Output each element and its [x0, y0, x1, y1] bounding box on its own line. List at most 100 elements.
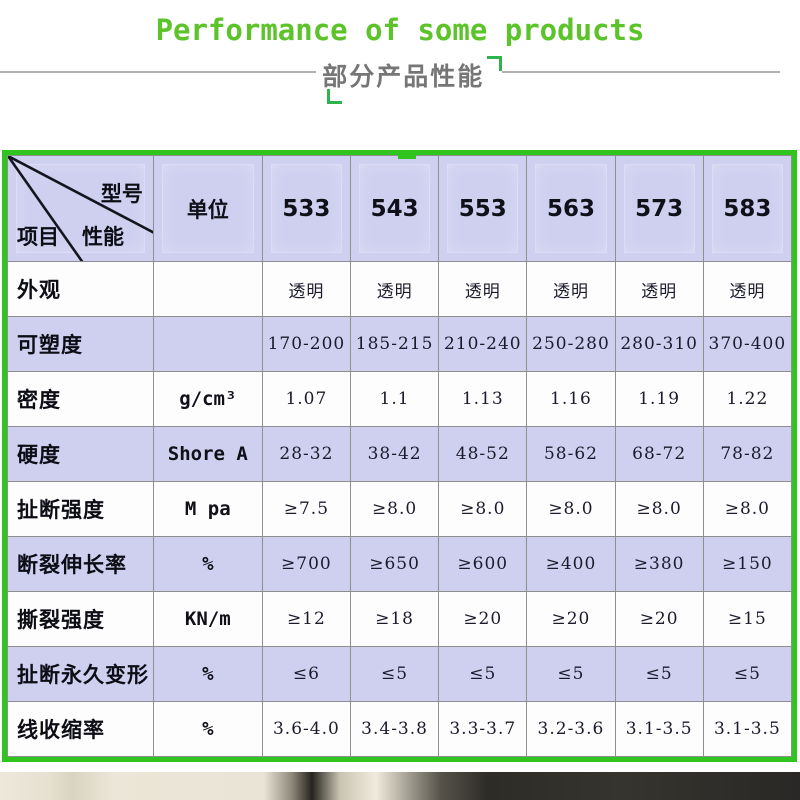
- table-row: 硬度 Shore A 28-32 38-42 48-52 58-62 68-72 78-82: [7, 426, 793, 482]
- value-cell: ≥650: [349, 536, 440, 592]
- corner-label-item: 项目: [17, 225, 59, 249]
- value-cell: ≥12: [261, 591, 351, 647]
- corner-label-model: 型号: [100, 182, 143, 206]
- table-row: 撕裂强度 KN/m ≥12 ≥18 ≥20 ≥20 ≥20 ≥15: [7, 591, 793, 647]
- performance-table-grid: 型号 性能 项目 单位 533 543 553 563 573 583 外观 透明 透明 透明透…: [7, 155, 793, 757]
- table-row: 可塑度 170-200 185-215 210-240 250-280 280-310 37…: [7, 316, 793, 372]
- performance-table: 型号 性能 项目 单位 533 543 553 563 573 583 外观 透明 透明 透明透…: [2, 150, 797, 762]
- value-cell: ≥700: [261, 536, 351, 592]
- unit-cell: [152, 261, 263, 317]
- value-cell: 1.07: [261, 371, 351, 427]
- value-cell: ≤5: [438, 646, 528, 702]
- unit-cell: Shore A: [152, 426, 263, 482]
- subtitle-divider-left: [0, 71, 316, 73]
- value-cell: 透明: [261, 261, 351, 317]
- value-cell: 210-240: [438, 316, 528, 372]
- value-cell: ≥18: [349, 591, 440, 647]
- model-header-533: 533: [261, 155, 351, 262]
- value-cell: 3.2-3.6: [526, 701, 616, 757]
- value-cell: 1.22: [702, 371, 793, 427]
- table-row: 外观 透明 透明 透明 透明 透明 透明: [7, 261, 793, 317]
- model-header-563: 563: [526, 155, 616, 262]
- value-cell: 3.1-3.5: [702, 701, 793, 757]
- model-header-573: 573: [614, 155, 704, 262]
- value-cell: 透明: [526, 261, 616, 317]
- unit-column-header: 单位: [152, 155, 263, 262]
- page-subtitle: 部分产品性能: [322, 62, 485, 91]
- unit-cell: g/cm³: [152, 371, 263, 427]
- value-cell: ≥20: [438, 591, 528, 647]
- row-label-cell: 可塑度: [7, 316, 154, 372]
- value-cell: 3.4-3.8: [349, 701, 440, 757]
- value-cell: 170-200: [261, 316, 351, 372]
- value-cell: 48-52: [438, 426, 528, 482]
- table-row: 线收缩率% 3.6-4.0 3.4-3.8 3.3-3.7 3.2-3.6 3.1-3.5…: [7, 701, 793, 757]
- value-cell: ≤6: [261, 646, 351, 702]
- performance-table-body: 外观 透明 透明 透明 透明 透明 透明 可塑度 170-200 185-215 210-240 25…: [7, 261, 793, 757]
- value-cell: 1.13: [438, 371, 528, 427]
- table-top-tab-icon: [398, 153, 416, 159]
- value-cell: ≥20: [614, 591, 704, 647]
- value-cell: 透明: [614, 261, 704, 317]
- unit-cell: M pa: [152, 481, 263, 537]
- corner-bracket-bottom-left-icon: [327, 89, 342, 104]
- value-cell: ≥8.0: [702, 481, 793, 537]
- value-cell: 280-310: [614, 316, 704, 372]
- value-cell: 1.19: [614, 371, 704, 427]
- unit-cell: [152, 316, 263, 372]
- value-cell: ≥150: [702, 536, 793, 592]
- row-label-cell: 外观: [7, 261, 154, 317]
- value-cell: 3.6-4.0: [261, 701, 351, 757]
- value-cell: 68-72: [614, 426, 704, 482]
- value-cell: ≥7.5: [261, 481, 351, 537]
- row-label-cell: 密度: [7, 371, 154, 427]
- value-cell: ≥8.0: [614, 481, 704, 537]
- value-cell: 1.1: [349, 371, 440, 427]
- value-cell: 38-42: [349, 426, 440, 482]
- value-cell: ≤5: [349, 646, 440, 702]
- value-cell: ≥8.0: [438, 481, 528, 537]
- value-cell: 透明: [702, 261, 793, 317]
- table-row: 密度 g/cm³ 1.07 1.1 1.13 1.16 1.19 1.22: [7, 371, 793, 427]
- row-label-cell: 断裂伸长率: [7, 536, 154, 592]
- product-photo-strip: [0, 772, 800, 800]
- value-cell: 透明: [438, 261, 528, 317]
- value-cell: 28-32: [261, 426, 351, 482]
- row-label-cell: 线收缩率: [7, 701, 154, 757]
- value-cell: ≤5: [702, 646, 793, 702]
- value-cell: 370-400: [702, 316, 793, 372]
- row-label-cell: 扯断永久变形: [7, 646, 154, 702]
- table-row: 断裂伸长率% ≥700 ≥650 ≥600 ≥400 ≥380 ≥150: [7, 536, 793, 592]
- unit-cell: %: [152, 536, 263, 592]
- subtitle-divider-right: [502, 71, 780, 73]
- model-header-553: 553: [438, 155, 528, 262]
- value-cell: ≥8.0: [526, 481, 616, 537]
- value-cell: 3.3-3.7: [438, 701, 528, 757]
- unit-cell: KN/m: [152, 591, 263, 647]
- unit-cell: %: [152, 701, 263, 757]
- value-cell: ≥8.0: [349, 481, 440, 537]
- table-row: 扯断强度 M pa ≥7.5 ≥8.0 ≥8.0 ≥8.0 ≥8.0 ≥8.0: [7, 481, 793, 537]
- diagonal-split-lines-icon: [8, 156, 153, 261]
- value-cell: 185-215: [349, 316, 440, 372]
- header-row: 型号 性能 项目 单位 533 543 553 563 573 583: [7, 155, 793, 262]
- value-cell: ≥20: [526, 591, 616, 647]
- value-cell: ≤5: [526, 646, 616, 702]
- row-label-cell: 撕裂强度: [7, 591, 154, 647]
- corner-header-cell: 型号 性能 项目: [7, 155, 154, 262]
- value-cell: ≥400: [526, 536, 616, 592]
- value-cell: 3.1-3.5: [614, 701, 704, 757]
- corner-bracket-top-right-icon: [487, 56, 502, 71]
- table-row: 扯断永久变形% ≤6 ≤5 ≤5 ≤5 ≤5 ≤5: [7, 646, 793, 702]
- row-label-cell: 扯断强度: [7, 481, 154, 537]
- value-cell: ≤5: [614, 646, 704, 702]
- value-cell: 透明: [349, 261, 440, 317]
- value-cell: 78-82: [702, 426, 793, 482]
- value-cell: ≥380: [614, 536, 704, 592]
- corner-label-performance: 性能: [82, 225, 124, 249]
- row-label-cell: 硬度: [7, 426, 154, 482]
- value-cell: 250-280: [526, 316, 616, 372]
- unit-cell: %: [152, 646, 263, 702]
- value-cell: 58-62: [526, 426, 616, 482]
- page-title: Performance of some products: [155, 13, 645, 47]
